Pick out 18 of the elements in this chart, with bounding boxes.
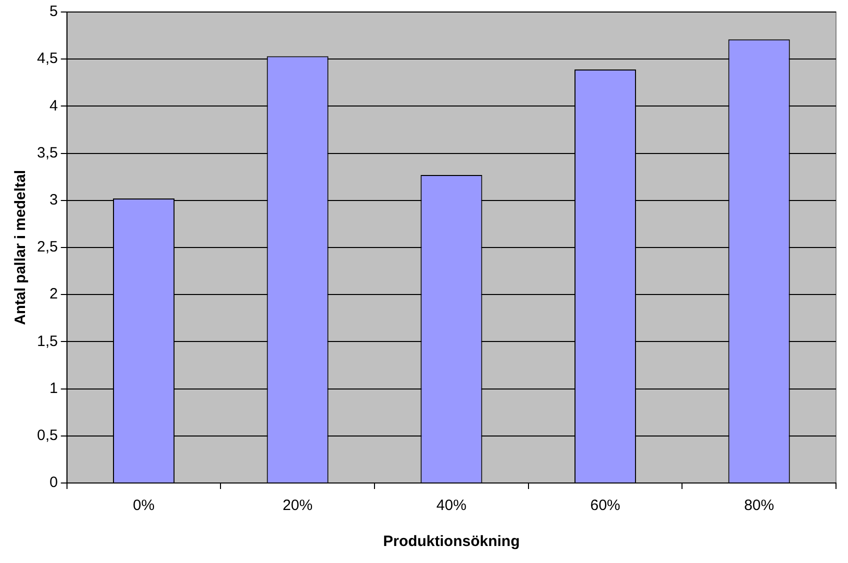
y-tick-label: 2: [50, 286, 58, 303]
y-tick-label: 0: [50, 474, 58, 492]
y-axis-title: Antal pallar i medeltal: [12, 170, 30, 326]
y-tick-label: 4: [50, 97, 58, 114]
x-tick-label: 20%: [282, 497, 313, 514]
y-tick-label: 2,5: [36, 238, 58, 256]
x-tick-label: 0%: [132, 497, 155, 514]
y-tick-label: 4,5: [36, 50, 58, 68]
y-tick-label: 3,5: [36, 144, 58, 162]
y-tick-label: 3: [50, 192, 58, 209]
y-tick-label: 1: [50, 380, 58, 397]
y-tick-label: 5: [50, 3, 58, 20]
x-axis-title: Produktionsökning: [383, 533, 520, 550]
y-tick-label: 1,5: [36, 332, 58, 350]
x-tick-label: 40%: [436, 497, 466, 514]
y-tick-label: 0,5: [36, 427, 58, 444]
x-tick-label: 60%: [590, 497, 620, 514]
x-tick-label: 80%: [744, 497, 774, 514]
